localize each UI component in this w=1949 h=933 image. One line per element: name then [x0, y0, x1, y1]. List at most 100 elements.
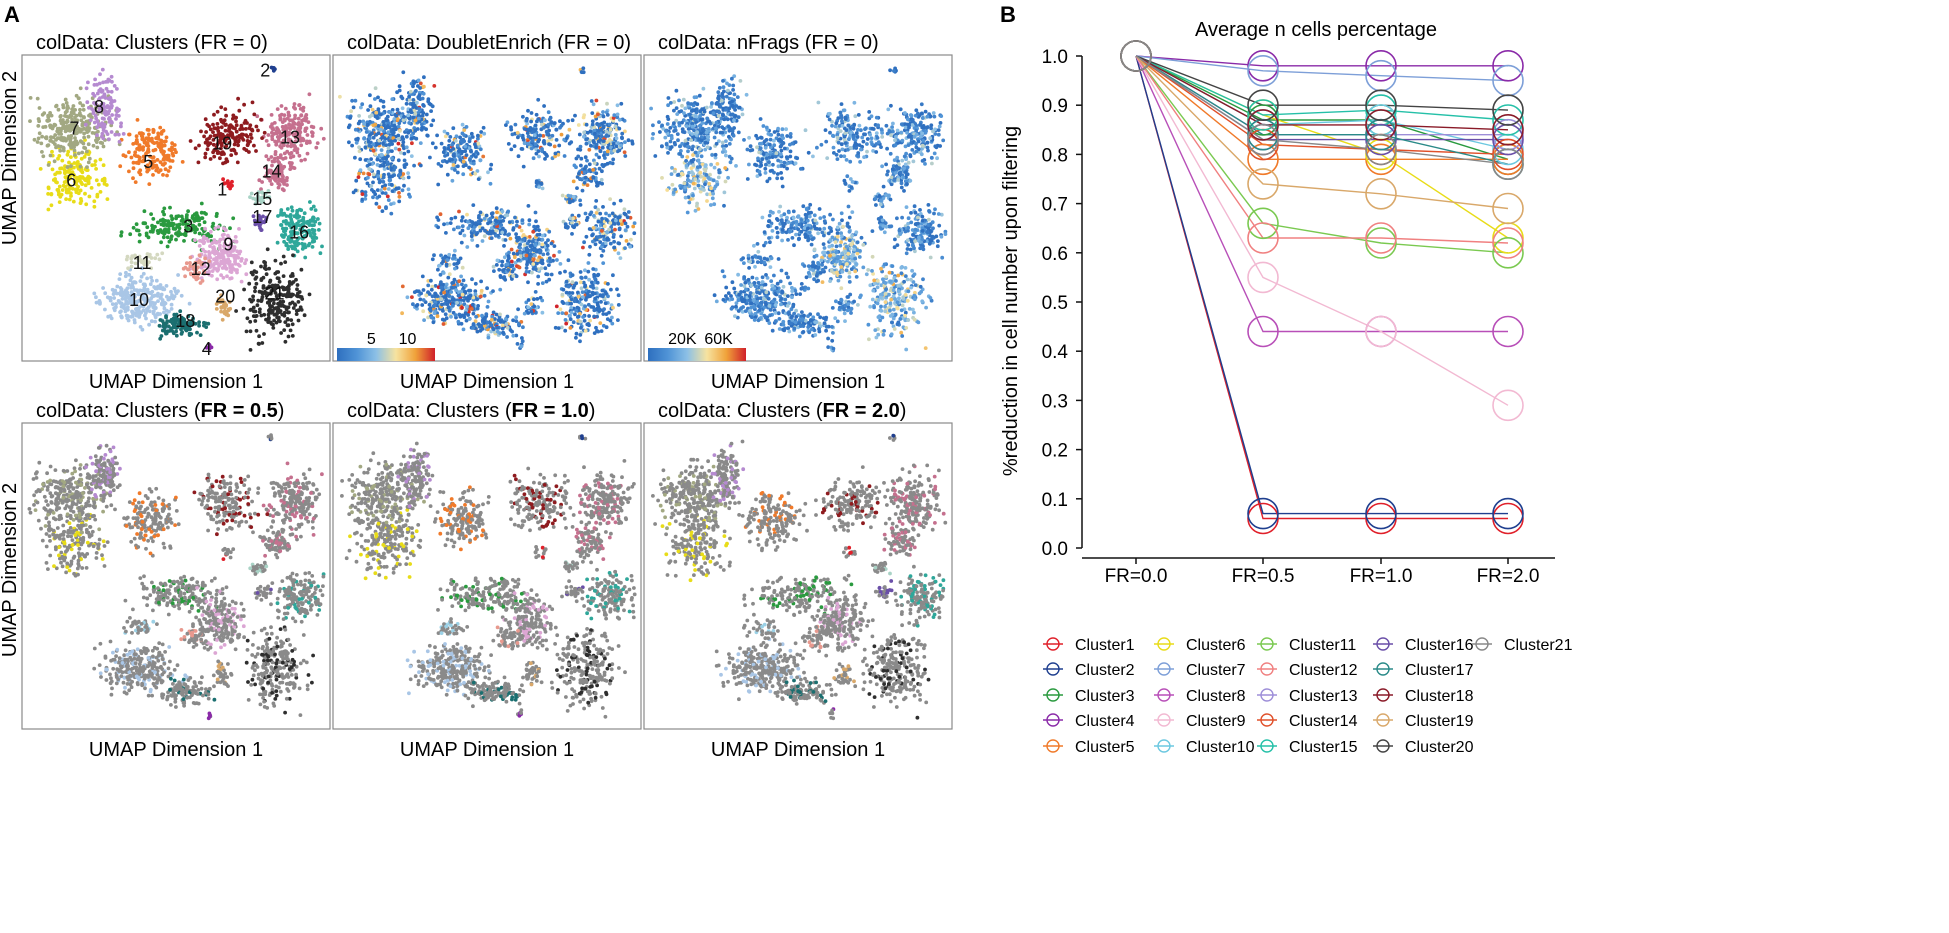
umap-point	[540, 186, 545, 191]
umap-point	[276, 214, 280, 218]
umap-point	[537, 185, 541, 190]
umap-point	[468, 288, 473, 293]
umap-point	[131, 310, 135, 315]
umap-point	[598, 321, 603, 325]
umap-point	[66, 183, 71, 187]
umap-point	[353, 155, 357, 160]
umap-point	[566, 193, 571, 198]
umap-point	[214, 214, 219, 219]
umap-point	[625, 224, 630, 229]
umap-point	[141, 158, 146, 163]
umap-point	[401, 176, 406, 181]
umap-point	[359, 105, 363, 110]
umap-point	[569, 301, 573, 306]
umap-point	[238, 127, 243, 132]
umap-point	[53, 123, 58, 127]
umap-point	[75, 162, 80, 167]
umap-point	[255, 303, 260, 308]
umap-point	[282, 313, 287, 318]
umap-point	[616, 221, 621, 226]
umap-point	[93, 77, 97, 82]
umap-point	[212, 126, 217, 131]
umap-point	[478, 210, 483, 215]
umap-point	[313, 235, 317, 240]
umap-point	[35, 140, 40, 144]
umap-point	[540, 281, 545, 285]
umap-point	[592, 314, 596, 319]
umap-point	[109, 130, 114, 134]
umap-point	[506, 142, 511, 146]
umap-point	[494, 263, 499, 267]
umap-point	[385, 194, 390, 199]
umap-point	[141, 148, 145, 152]
umap-point	[421, 309, 426, 314]
umap-point	[377, 138, 382, 143]
umap-point	[236, 143, 241, 148]
umap-point	[370, 131, 374, 136]
umap-point	[270, 130, 274, 135]
umap-point	[502, 244, 506, 248]
umap-point	[451, 297, 456, 302]
umap-point	[290, 322, 295, 327]
umap-point	[446, 275, 451, 280]
umap-point	[244, 329, 249, 334]
umap-point	[583, 329, 588, 333]
umap-point	[233, 235, 238, 239]
umap-point	[515, 342, 520, 346]
cluster-label: 17	[252, 207, 272, 227]
umap-point	[552, 253, 556, 258]
umap-point	[67, 142, 72, 147]
umap-plots: colData: Clusters (FR = 0)UMAP Dimension…	[21, 32, 953, 761]
umap-point	[234, 239, 239, 244]
umap-point	[161, 128, 166, 133]
umap-point	[156, 131, 161, 136]
umap-point	[149, 319, 154, 324]
umap-point	[588, 318, 592, 323]
umap-point	[485, 286, 489, 291]
umap-point	[95, 145, 100, 150]
umap-point	[563, 222, 568, 227]
umap-point	[548, 259, 553, 264]
umap-point	[115, 284, 120, 289]
umap-point	[140, 137, 145, 142]
umap-point	[299, 158, 304, 163]
umap-point	[568, 317, 573, 322]
umap-point	[504, 123, 508, 127]
umap-point	[79, 156, 84, 161]
umap-point	[594, 286, 599, 291]
umap-point	[545, 272, 550, 277]
umap-point	[117, 139, 122, 144]
umap-point	[145, 276, 150, 281]
umap-point	[515, 236, 520, 241]
umap-point	[527, 222, 532, 227]
umap-point	[443, 312, 448, 317]
umap-point	[127, 272, 131, 277]
umap-point	[65, 106, 70, 111]
umap-point	[591, 168, 595, 172]
umap-point	[126, 266, 130, 271]
umap-point	[176, 289, 180, 293]
umap-point	[282, 113, 287, 117]
umap-point	[164, 314, 168, 318]
cluster-label: 14	[261, 161, 281, 181]
umap-point	[408, 194, 412, 199]
umap-point	[843, 182, 848, 186]
umap-point	[461, 137, 466, 142]
umap-point	[611, 141, 616, 146]
umap-point	[107, 116, 112, 120]
umap-point	[605, 317, 610, 321]
umap-point	[247, 281, 252, 286]
umap-point	[498, 320, 503, 324]
umap-point	[161, 163, 166, 167]
umap-point	[392, 117, 397, 121]
umap-point	[430, 104, 435, 109]
umap-point	[447, 293, 451, 298]
umap-point	[520, 336, 524, 340]
cluster-label: 10	[129, 290, 149, 310]
umap-point	[439, 141, 444, 146]
umap-point	[242, 287, 247, 292]
umap-point	[57, 200, 62, 205]
umap-point	[167, 239, 172, 244]
umap-point	[450, 142, 455, 147]
